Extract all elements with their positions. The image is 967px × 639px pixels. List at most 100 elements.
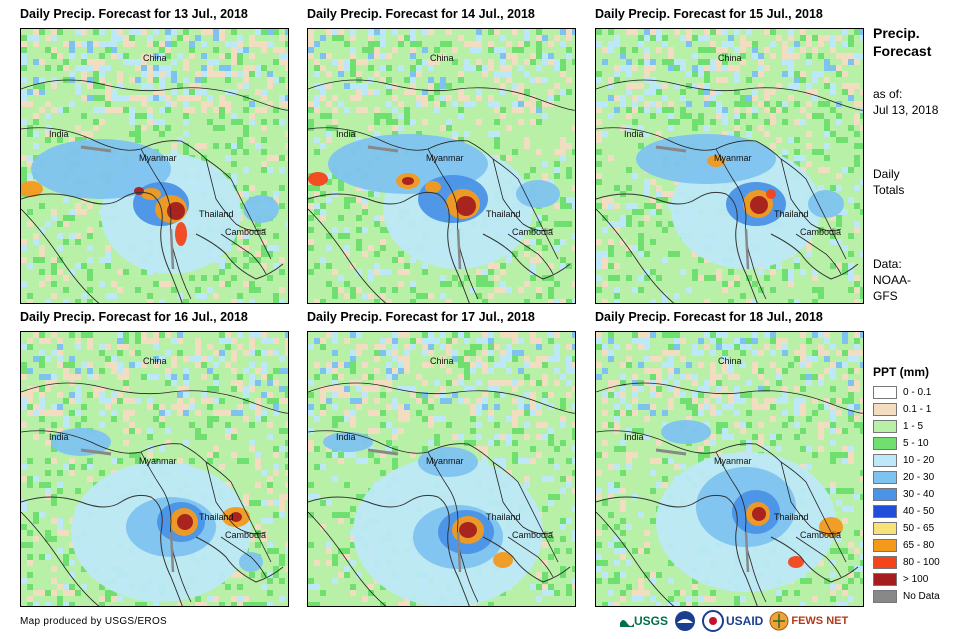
- precip-map-svg: [308, 29, 575, 303]
- country-label-cambodia: Cambodia: [225, 227, 267, 237]
- country-label-myanmar: Myanmar: [714, 153, 752, 163]
- country-label-india: India: [336, 129, 356, 139]
- legend-item: 1 - 5: [873, 418, 940, 434]
- legend-items: 0 - 0.1 0.1 - 1 1 - 5 5 - 10 10 - 20 20 - 30 3…: [873, 384, 940, 604]
- legend-item: 40 - 50: [873, 503, 940, 519]
- precip-map-svg: [596, 29, 863, 303]
- data-source-text: Data: NOAA- GFS: [873, 256, 911, 304]
- country-label-thailand: Thailand: [199, 209, 234, 219]
- country-label-thailand: Thailand: [774, 512, 809, 522]
- precip-legend: PPT (mm) 0 - 0.1 0.1 - 1 1 - 5 5 - 10 10 - 2…: [873, 365, 940, 605]
- country-label-china: China: [143, 53, 167, 63]
- country-label-india: India: [336, 432, 356, 442]
- usaid-seal-icon: [702, 610, 725, 632]
- noaa-logo: [674, 610, 696, 632]
- precip-map-svg: [596, 332, 863, 606]
- precip-map: China India Myanmar Thailand Cambodia: [307, 331, 576, 607]
- legend-label: > 100: [903, 573, 929, 585]
- forecast-panel-14: Daily Precip. Forecast for 14 Jul., 2018…: [307, 6, 594, 304]
- country-label-thailand: Thailand: [486, 209, 521, 219]
- noaa-seal-icon: [675, 611, 696, 631]
- panel-title: Daily Precip. Forecast for 14 Jul., 2018: [307, 7, 535, 21]
- precip-map-svg: [21, 29, 288, 303]
- totals-text: Daily Totals: [873, 166, 904, 198]
- legend-item: 20 - 30: [873, 469, 940, 485]
- agency-logos: USGS USAID FEWS NET: [620, 607, 866, 635]
- country-label-china: China: [718, 356, 742, 366]
- fewsnet-globe-icon: [769, 611, 789, 631]
- legend-swatch: [873, 470, 897, 484]
- legend-label: 0 - 0.1: [903, 386, 932, 398]
- legend-item: 30 - 40: [873, 486, 940, 502]
- country-label-thailand: Thailand: [486, 512, 521, 522]
- country-label-cambodia: Cambodia: [512, 227, 554, 237]
- legend-label: No Data: [903, 590, 940, 602]
- usgs-logo-text: USGS: [634, 614, 669, 628]
- forecast-panel-13: Daily Precip. Forecast for 13 Jul., 2018…: [20, 6, 307, 304]
- fewsnet-logo: FEWS NET: [769, 611, 848, 631]
- fewsnet-logo-text: FEWS NET: [791, 615, 849, 627]
- country-label-india: India: [624, 129, 644, 139]
- legend-item: 10 - 20: [873, 452, 940, 468]
- legend-label: 30 - 40: [903, 488, 935, 500]
- totals-line2: Totals: [873, 183, 905, 197]
- as-of-label: as of:: [873, 87, 903, 101]
- legend-swatch: [873, 385, 897, 399]
- country-label-china: China: [718, 53, 742, 63]
- legend-label: 20 - 30: [903, 471, 935, 483]
- forecast-panel-16: Daily Precip. Forecast for 16 Jul., 2018…: [20, 309, 307, 607]
- legend-swatch: [873, 521, 897, 535]
- legend-label: 1 - 5: [903, 420, 924, 432]
- legend-item: 65 - 80: [873, 537, 940, 553]
- usgs-logo: USGS: [620, 614, 668, 628]
- legend-item: 50 - 65: [873, 520, 940, 536]
- country-label-myanmar: Myanmar: [139, 153, 177, 163]
- country-label-thailand: Thailand: [199, 512, 234, 522]
- country-label-india: India: [624, 432, 644, 442]
- legend-item: 5 - 10: [873, 435, 940, 451]
- legend-item: 0.1 - 1: [873, 401, 940, 417]
- forecast-heading-line1: Precip.: [873, 25, 920, 41]
- country-label-cambodia: Cambodia: [800, 227, 842, 237]
- legend-swatch: [873, 572, 897, 586]
- country-label-china: China: [143, 356, 167, 366]
- country-label-cambodia: Cambodia: [225, 530, 267, 540]
- legend-swatch: [873, 453, 897, 467]
- legend-item: No Data: [873, 588, 940, 604]
- data-source-line3: GFS: [873, 289, 898, 303]
- panel-title: Daily Precip. Forecast for 17 Jul., 2018: [307, 310, 535, 324]
- legend-title: PPT (mm): [873, 365, 930, 379]
- country-label-china: China: [430, 356, 454, 366]
- forecast-panel-18: Daily Precip. Forecast for 18 Jul., 2018…: [595, 309, 882, 607]
- legend-label: 50 - 65: [903, 522, 935, 534]
- precip-map: China India Myanmar Thailand Cambodia: [595, 28, 864, 304]
- forecast-heading: Precip. Forecast: [873, 24, 931, 60]
- country-label-myanmar: Myanmar: [426, 153, 464, 163]
- country-label-myanmar: Myanmar: [139, 456, 177, 466]
- legend-item: > 100: [873, 571, 940, 587]
- legend-item: 80 - 100: [873, 554, 940, 570]
- panel-title: Daily Precip. Forecast for 16 Jul., 2018: [20, 310, 248, 324]
- precip-map: China India Myanmar Thailand Cambodia: [307, 28, 576, 304]
- data-source-line2: NOAA-: [873, 273, 912, 287]
- legend-label: 40 - 50: [903, 505, 935, 517]
- legend-swatch: [873, 555, 897, 569]
- country-label-cambodia: Cambodia: [800, 530, 842, 540]
- usaid-logo-text: USAID: [726, 614, 764, 628]
- legend-label: 65 - 80: [903, 539, 935, 551]
- totals-line1: Daily: [873, 167, 900, 181]
- legend-label: 5 - 10: [903, 437, 929, 449]
- map-credit: Map produced by USGS/EROS: [20, 616, 168, 627]
- country-label-myanmar: Myanmar: [426, 456, 464, 466]
- usgs-wave-icon: [620, 620, 634, 627]
- as-of-text: as of: Jul 13, 2018: [873, 86, 938, 118]
- precip-map: China India Myanmar Thailand Cambodia: [20, 331, 289, 607]
- precip-map: China India Myanmar Thailand Cambodia: [20, 28, 289, 304]
- legend-swatch: [873, 419, 897, 433]
- country-label-myanmar: Myanmar: [714, 456, 752, 466]
- legend-label: 80 - 100: [903, 556, 940, 568]
- country-label-thailand: Thailand: [774, 209, 809, 219]
- legend-item: 0 - 0.1: [873, 384, 940, 400]
- country-label-cambodia: Cambodia: [512, 530, 554, 540]
- legend-swatch: [873, 538, 897, 552]
